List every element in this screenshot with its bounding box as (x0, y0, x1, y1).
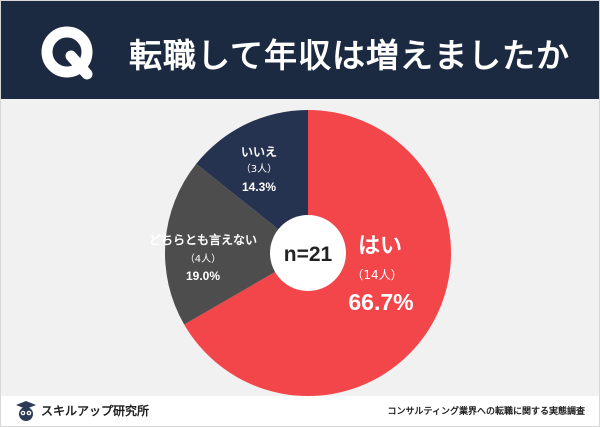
slice-count-neutral: （4人） (185, 253, 221, 265)
center-label: n=21 (284, 243, 333, 266)
slice-label-neutral: どちらとも言えない (149, 232, 257, 247)
slice-label-no: いいえ (241, 145, 277, 159)
footer-bar: スキルアップ研究所 コンサルティング業界への転職に関する実態調査 (1, 396, 599, 426)
slice-count-no: （3人） (241, 163, 277, 175)
question-title: 転職して年収は増えましたか (129, 36, 571, 75)
survey-source: コンサルティング業界への転職に関する実態調査 (387, 407, 585, 417)
header-bar: Q 転職して年収は増えましたか (1, 1, 599, 99)
pie-slice-no (196, 110, 308, 253)
brand-name: スキルアップ研究所 (41, 404, 150, 418)
pie-chart: n=21 はい （14人） 66.7% どちらとも言えない （4人） 19.0%… (149, 110, 452, 396)
slice-percent-no: 14.3% (242, 180, 276, 194)
center-hole (270, 215, 346, 291)
slice-percent-neutral: 19.0% (186, 269, 220, 283)
pie-slice-neutral (165, 163, 308, 325)
slice-count-yes: （14人） (351, 268, 402, 282)
q-icon: Q (41, 26, 93, 80)
slice-percent-yes: 66.7% (348, 289, 413, 315)
slice-label-yes: はい (358, 234, 402, 259)
owl-logo-icon (16, 401, 36, 421)
